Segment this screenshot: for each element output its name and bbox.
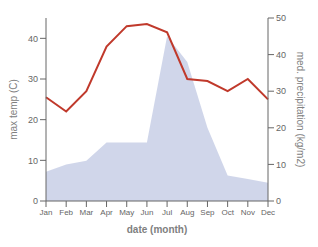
svg-text:Dec: Dec [261, 208, 275, 217]
svg-text:Oct: Oct [221, 208, 234, 217]
svg-text:40: 40 [28, 34, 38, 44]
svg-text:Mar: Mar [79, 208, 93, 217]
svg-text:50: 50 [276, 13, 286, 23]
svg-text:max temp (C): max temp (C) [8, 79, 19, 140]
svg-text:10: 10 [276, 160, 286, 170]
svg-text:med. precipitation (kg/m2): med. precipitation (kg/m2) [295, 52, 306, 168]
svg-text:Apr: Apr [100, 208, 113, 217]
svg-text:40: 40 [276, 50, 286, 60]
svg-text:Feb: Feb [59, 208, 73, 217]
svg-text:0: 0 [33, 196, 38, 206]
svg-text:May: May [119, 208, 134, 217]
svg-text:10: 10 [28, 156, 38, 166]
svg-text:Aug: Aug [180, 208, 194, 217]
svg-text:Sep: Sep [200, 208, 215, 217]
svg-text:Jan: Jan [40, 208, 53, 217]
svg-text:date (month): date (month) [127, 224, 188, 235]
svg-text:Jun: Jun [140, 208, 153, 217]
svg-text:20: 20 [276, 123, 286, 133]
svg-text:Jul: Jul [162, 208, 172, 217]
svg-text:0: 0 [276, 196, 281, 206]
svg-text:30: 30 [28, 74, 38, 84]
svg-text:20: 20 [28, 115, 38, 125]
svg-text:Nov: Nov [241, 208, 255, 217]
svg-text:30: 30 [276, 86, 286, 96]
